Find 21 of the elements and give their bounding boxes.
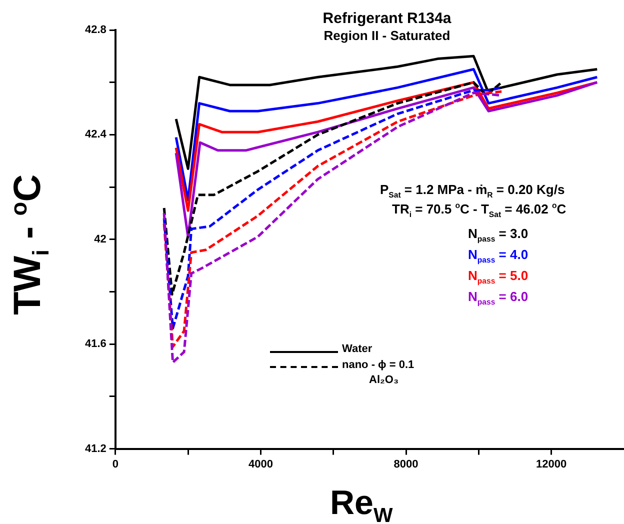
chart-title: Refrigerant R134a bbox=[322, 10, 452, 27]
annotation: Water bbox=[342, 343, 372, 355]
y-tick-label: 42 bbox=[94, 233, 106, 246]
text: N$_{pass}$ = 4.0 bbox=[468, 247, 528, 267]
y-tick-label: 41.6 bbox=[84, 338, 106, 350]
text: N$_{pass}$ = 3.0 bbox=[468, 226, 528, 246]
annotation: nano - ϕ = 0.1 bbox=[342, 359, 414, 371]
x-axis-title: Re$_{W}$ bbox=[330, 484, 393, 524]
text: N$_{pass}$ = 5.0 bbox=[468, 268, 528, 288]
y-tick-label: 42.8 bbox=[84, 24, 106, 36]
y-tick-label: 42.4 bbox=[84, 128, 108, 141]
annotation: P$_{Sat}$ = 1.2 MPa - ṁ$_{R}$ = 0.20 Kg/s bbox=[380, 182, 565, 200]
x-tick-label: 8000 bbox=[394, 458, 418, 470]
text: TR$_{i}$ = 70.5 $^{o}$C - T$_{Sat}$ = 46.02 $^{o}$C bbox=[392, 201, 566, 219]
x-tick-label: 12000 bbox=[536, 458, 567, 470]
annotation: Al₂O₃ bbox=[369, 374, 399, 386]
chart-subtitle: Region II - Saturated bbox=[324, 28, 450, 43]
text: N$_{pass}$ = 6.0 bbox=[468, 289, 528, 309]
y-tick-label: 41.2 bbox=[84, 442, 106, 455]
x-tick-label: 4000 bbox=[248, 458, 273, 470]
x-tick-label: 0 bbox=[112, 458, 118, 470]
